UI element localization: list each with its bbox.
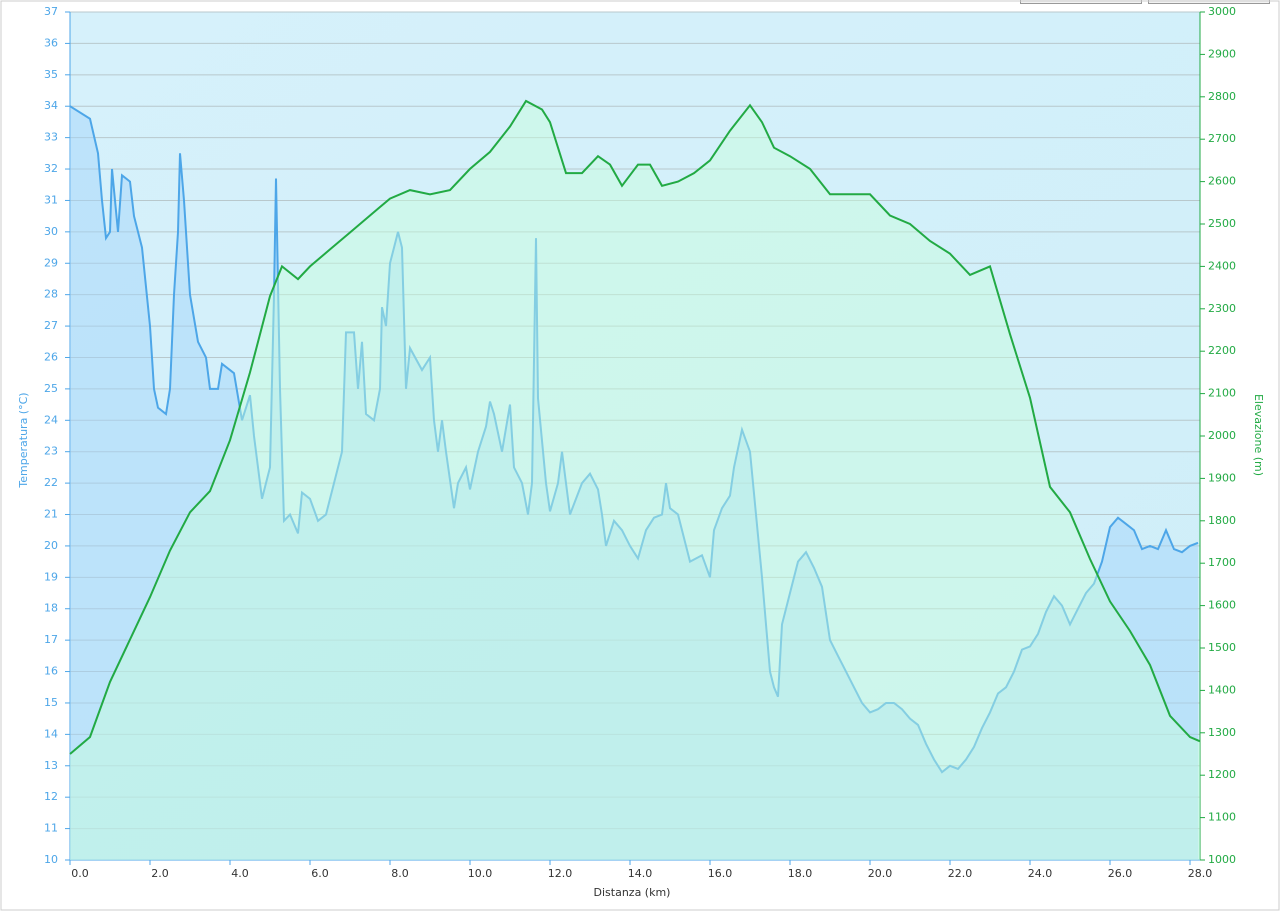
y-tick-label: 19 (44, 570, 58, 583)
x-tick-label: 4.0 (231, 867, 249, 880)
x-axis-title: Distanza (km) (594, 886, 671, 899)
y2-tick-label: 2500 (1208, 217, 1236, 230)
x-tick-label: 28.0 (1188, 867, 1213, 880)
x-tick-label: 2.0 (151, 867, 169, 880)
y-tick-label: 13 (44, 759, 58, 772)
y2-tick-label: 2300 (1208, 302, 1236, 315)
y2-tick-label: 1100 (1208, 811, 1236, 824)
y2-tick-label: 2800 (1208, 90, 1236, 103)
y-tick-label: 18 (44, 602, 58, 615)
y-tick-label: 14 (44, 727, 58, 740)
x-tick-label: 0.0 (71, 867, 89, 880)
x-tick-label: 8.0 (391, 867, 409, 880)
x-tick-label: 24.0 (1028, 867, 1053, 880)
y-tick-label: 25 (44, 382, 58, 395)
y2-tick-label: 2700 (1208, 132, 1236, 145)
y2-tick-label: 2000 (1208, 429, 1236, 442)
y-tick-label: 35 (44, 68, 58, 81)
y-tick-label: 21 (44, 508, 58, 521)
y-tick-label: 32 (44, 162, 58, 175)
y-tick-label: 22 (44, 476, 58, 489)
y-tick-label: 31 (44, 193, 58, 206)
y-tick-label: 15 (44, 696, 58, 709)
y2-tick-label: 1000 (1208, 853, 1236, 866)
y-tick-label: 34 (44, 99, 58, 112)
area-fill (70, 101, 1200, 860)
y2-tick-label: 2900 (1208, 47, 1236, 60)
area-fill (70, 106, 1198, 860)
y2-tick-label: 2600 (1208, 175, 1236, 188)
y2-tick-label: 1600 (1208, 599, 1236, 612)
y-axis-title: Temperatura (°C) (17, 392, 30, 488)
y2-tick-label: 1200 (1208, 768, 1236, 781)
y2-tick-label: 2200 (1208, 344, 1236, 357)
x-tick-label: 12.0 (548, 867, 573, 880)
x-tick-label: 10.0 (468, 867, 493, 880)
x-tick-label: 16.0 (708, 867, 733, 880)
y-tick-label: 11 (44, 822, 58, 835)
y2-tick-label: 1300 (1208, 726, 1236, 739)
y2-tick-label: 1900 (1208, 471, 1236, 484)
y2-tick-label: 1700 (1208, 556, 1236, 569)
x-tick-label: 18.0 (788, 867, 813, 880)
y-tick-label: 37 (44, 5, 58, 18)
y2-tick-label: 1500 (1208, 641, 1236, 654)
x-tick-label: 20.0 (868, 867, 893, 880)
y-tick-label: 17 (44, 633, 58, 646)
y-tick-label: 12 (44, 790, 58, 803)
y2-tick-label: 1400 (1208, 683, 1236, 696)
y-tick-label: 28 (44, 288, 58, 301)
line (69, 99, 1201, 755)
y-tick-label: 36 (44, 36, 58, 49)
y-tick-label: 10 (44, 853, 58, 866)
y-tick-label: 20 (44, 539, 58, 552)
y2-tick-label: 2400 (1208, 259, 1236, 272)
y2-tick-label: 1800 (1208, 514, 1236, 527)
y2-tick-label: 3000 (1208, 5, 1236, 18)
y-tick-label: 29 (44, 256, 58, 269)
line (69, 105, 1199, 774)
y-tick-label: 24 (44, 413, 58, 426)
y-tick-label: 33 (44, 131, 58, 144)
y-tick-label: 26 (44, 350, 58, 363)
y-tick-label: 30 (44, 225, 58, 238)
button[interactable] (1148, 0, 1270, 4)
plot-area (70, 12, 1200, 860)
y-tick-label: 27 (44, 319, 58, 332)
x-tick-label: 6.0 (311, 867, 329, 880)
y-tick-label: 16 (44, 665, 58, 678)
x-tick-label: 14.0 (628, 867, 653, 880)
x-tick-label: 26.0 (1108, 867, 1133, 880)
x-tick-label: 22.0 (948, 867, 973, 880)
y2-axis-title: Elevazione (m) (1252, 394, 1265, 476)
button[interactable] (1020, 0, 1142, 4)
y-tick-label: 23 (44, 445, 58, 458)
y2-tick-label: 2100 (1208, 387, 1236, 400)
